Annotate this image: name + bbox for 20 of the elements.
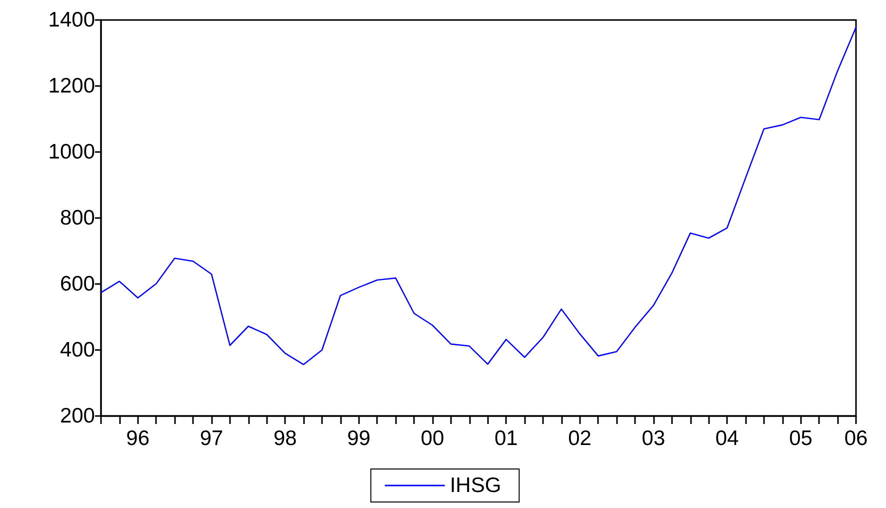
y-tick-label: 400 xyxy=(60,338,95,362)
x-tick-label: 03 xyxy=(642,427,666,450)
legend-label: IHSG xyxy=(450,474,502,497)
x-tick-label: 04 xyxy=(715,427,740,450)
y-tick-label: 1200 xyxy=(48,74,95,98)
x-tick-label: 05 xyxy=(789,427,812,450)
x-tick-label: 96 xyxy=(126,427,150,450)
line-series xyxy=(100,26,857,366)
y-tick-label: 200 xyxy=(60,404,95,428)
x-tick-label: 98 xyxy=(273,427,297,450)
y-tick-label: 600 xyxy=(60,272,95,296)
x-tick-label: 99 xyxy=(347,427,370,450)
y-tick-label: 1400 xyxy=(48,8,95,32)
x-tick-label: 02 xyxy=(568,427,592,450)
y-tick-label: 1000 xyxy=(48,140,95,164)
x-tick-label: 97 xyxy=(200,427,224,450)
x-tick-label: 00 xyxy=(420,427,444,450)
y-tick-label: 800 xyxy=(60,206,95,230)
x-tick-label: 01 xyxy=(494,427,518,450)
x-tick-label: 06 xyxy=(844,427,868,450)
